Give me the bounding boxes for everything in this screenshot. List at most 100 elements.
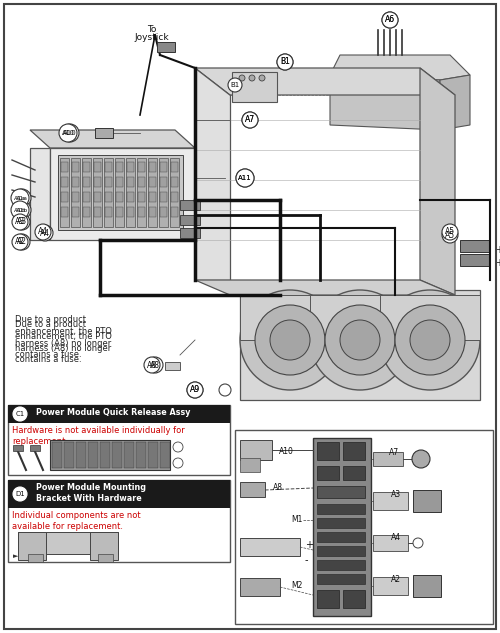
Circle shape	[173, 442, 183, 452]
Circle shape	[11, 189, 29, 207]
Bar	[170, 158, 179, 227]
Bar	[240, 295, 340, 340]
Bar	[72, 192, 79, 202]
Bar	[373, 452, 403, 466]
Bar	[149, 192, 156, 202]
Text: A4: A4	[38, 227, 48, 237]
Circle shape	[242, 112, 258, 128]
Circle shape	[410, 320, 450, 360]
Circle shape	[11, 201, 29, 219]
Text: A1a: A1a	[14, 196, 26, 201]
Bar	[240, 538, 300, 556]
Bar	[343, 590, 365, 608]
Bar	[138, 207, 145, 217]
Text: A11: A11	[238, 175, 252, 181]
Bar	[127, 207, 134, 217]
Bar	[373, 492, 408, 510]
Circle shape	[187, 382, 203, 398]
Bar	[180, 215, 200, 225]
Bar	[105, 162, 112, 172]
Bar	[136, 442, 146, 468]
Circle shape	[442, 227, 458, 243]
Bar	[8, 405, 230, 423]
Bar	[460, 240, 490, 252]
Bar	[18, 532, 118, 554]
Circle shape	[236, 169, 254, 187]
Bar	[126, 158, 135, 227]
Bar	[157, 42, 175, 52]
Circle shape	[219, 384, 231, 396]
Bar	[104, 158, 113, 227]
Bar	[95, 128, 113, 138]
Bar	[317, 486, 365, 498]
Bar	[413, 575, 441, 597]
Polygon shape	[195, 68, 455, 95]
Circle shape	[147, 357, 163, 373]
Bar	[8, 405, 230, 475]
Text: A7: A7	[245, 115, 255, 125]
Polygon shape	[195, 280, 455, 295]
Circle shape	[13, 487, 27, 501]
Circle shape	[380, 290, 480, 390]
Text: Due to a product
enhancement, the PTO
harness (A8) no longer
contains a fuse.: Due to a product enhancement, the PTO ha…	[15, 320, 112, 365]
Text: A10: A10	[279, 448, 294, 456]
Bar	[94, 177, 101, 187]
Text: A10: A10	[62, 130, 74, 136]
Bar	[8, 480, 230, 508]
Text: A3: A3	[391, 490, 401, 499]
Circle shape	[14, 214, 30, 230]
Circle shape	[310, 290, 410, 390]
Bar	[100, 442, 110, 468]
Polygon shape	[30, 130, 195, 148]
Text: A1b: A1b	[14, 208, 26, 213]
Bar	[58, 155, 183, 230]
Text: -: -	[305, 555, 308, 565]
Circle shape	[12, 234, 28, 250]
Bar	[13, 445, 23, 451]
Bar	[160, 207, 167, 217]
Bar	[317, 546, 365, 556]
Text: A3: A3	[17, 218, 27, 227]
Bar	[149, 162, 156, 172]
Circle shape	[12, 214, 28, 230]
Text: C1: C1	[16, 411, 24, 417]
Bar	[116, 177, 123, 187]
Circle shape	[13, 201, 31, 219]
Circle shape	[242, 112, 258, 128]
Bar	[61, 177, 68, 187]
Bar	[317, 560, 365, 570]
Circle shape	[14, 234, 30, 250]
Bar	[127, 162, 134, 172]
Text: Individual components are not
available for replacement.: Individual components are not available …	[12, 511, 140, 531]
Text: A9: A9	[190, 385, 200, 394]
Text: M2: M2	[292, 580, 303, 589]
Bar	[148, 442, 158, 468]
Bar	[160, 177, 167, 187]
Bar	[138, 162, 145, 172]
Circle shape	[442, 224, 458, 240]
Bar	[82, 158, 91, 227]
Text: Power Module Mounting
Bracket With Hardware: Power Module Mounting Bracket With Hardw…	[36, 483, 146, 503]
Text: A2: A2	[391, 575, 401, 584]
Text: A5: A5	[445, 230, 455, 239]
Circle shape	[61, 124, 79, 142]
Bar	[317, 574, 365, 584]
Bar	[149, 207, 156, 217]
Bar	[317, 532, 365, 542]
Text: A6: A6	[385, 15, 395, 25]
Polygon shape	[195, 68, 230, 280]
Bar	[115, 158, 124, 227]
Circle shape	[382, 12, 398, 28]
Bar	[235, 430, 493, 624]
Bar	[88, 442, 98, 468]
Bar	[116, 162, 123, 172]
Circle shape	[277, 54, 293, 70]
Bar	[313, 438, 371, 616]
Bar	[116, 192, 123, 202]
Bar	[112, 442, 122, 468]
Bar	[310, 295, 410, 340]
Bar	[373, 577, 408, 595]
Text: D1: D1	[15, 491, 25, 497]
Bar	[18, 532, 46, 560]
Bar	[83, 177, 90, 187]
